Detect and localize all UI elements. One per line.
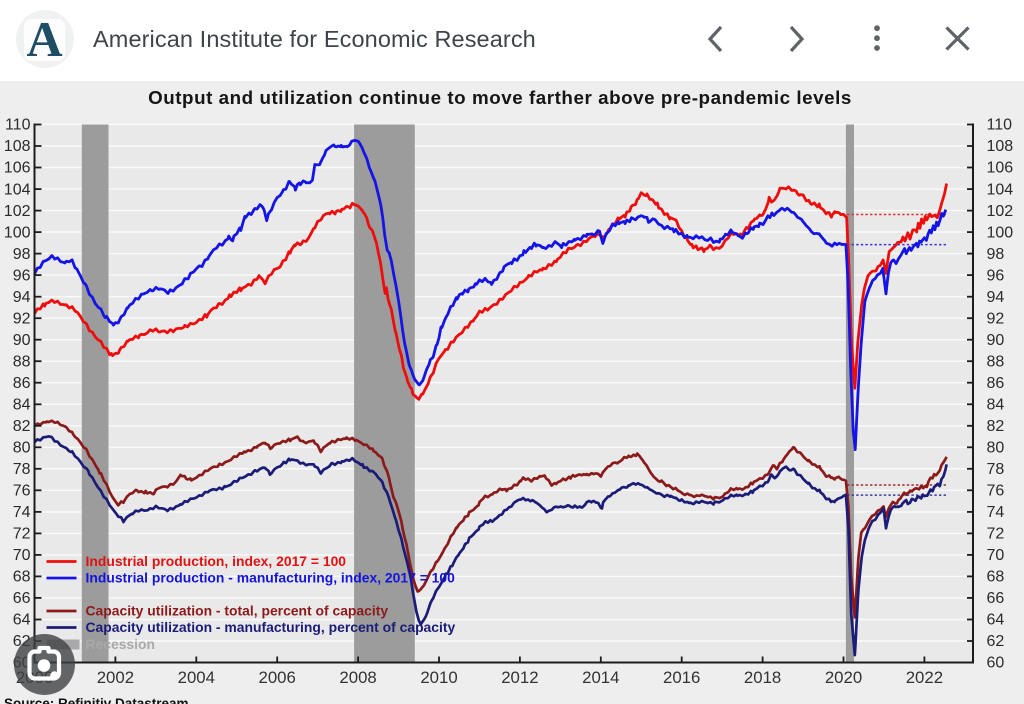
svg-text:108: 108 xyxy=(4,138,31,155)
svg-text:Capacity utilization - manufac: Capacity utilization - manufacturing, pe… xyxy=(86,619,456,635)
svg-text:74: 74 xyxy=(987,504,1005,521)
svg-text:Recession: Recession xyxy=(86,636,156,652)
svg-text:102: 102 xyxy=(987,203,1014,220)
svg-text:96: 96 xyxy=(13,267,31,284)
svg-text:94: 94 xyxy=(13,289,31,306)
svg-text:86: 86 xyxy=(987,375,1005,392)
svg-text:72: 72 xyxy=(13,526,31,543)
svg-text:72: 72 xyxy=(987,526,1005,543)
svg-text:92: 92 xyxy=(13,310,31,327)
svg-text:110: 110 xyxy=(987,117,1013,134)
svg-text:2016: 2016 xyxy=(663,668,700,687)
svg-text:70: 70 xyxy=(987,547,1005,564)
svg-text:Industrial production - manufa: Industrial production - manufacturing, i… xyxy=(86,570,456,586)
svg-text:80: 80 xyxy=(987,440,1005,457)
svg-text:104: 104 xyxy=(987,181,1014,198)
svg-text:64: 64 xyxy=(987,612,1005,629)
svg-text:2020: 2020 xyxy=(825,668,862,687)
svg-text:84: 84 xyxy=(13,397,31,414)
svg-text:2006: 2006 xyxy=(259,668,296,687)
svg-text:100: 100 xyxy=(4,224,31,241)
svg-text:78: 78 xyxy=(987,461,1005,478)
svg-text:106: 106 xyxy=(987,160,1014,177)
svg-text:110: 110 xyxy=(5,117,31,134)
svg-text:102: 102 xyxy=(4,203,31,220)
svg-text:98: 98 xyxy=(13,246,31,263)
svg-text:66: 66 xyxy=(13,590,31,607)
svg-text:68: 68 xyxy=(987,569,1005,586)
svg-text:74: 74 xyxy=(13,504,31,521)
svg-text:106: 106 xyxy=(4,160,31,177)
svg-text:86: 86 xyxy=(13,375,31,392)
svg-text:76: 76 xyxy=(987,483,1005,500)
svg-text:80: 80 xyxy=(13,440,31,457)
svg-text:94: 94 xyxy=(987,289,1005,306)
svg-text:2010: 2010 xyxy=(420,668,457,687)
svg-text:100: 100 xyxy=(987,224,1014,241)
svg-text:2008: 2008 xyxy=(339,668,376,687)
svg-text:60: 60 xyxy=(987,655,1005,672)
svg-text:2014: 2014 xyxy=(582,668,619,687)
svg-text:66: 66 xyxy=(987,590,1005,607)
svg-text:Capacity utilization - total,: Capacity utilization - total, percent of… xyxy=(86,603,389,619)
svg-text:90: 90 xyxy=(987,332,1005,349)
svg-text:78: 78 xyxy=(13,461,31,478)
svg-text:Source: Refinitiv Datastream: Source: Refinitiv Datastream xyxy=(4,696,189,704)
svg-text:2018: 2018 xyxy=(744,668,781,687)
svg-text:82: 82 xyxy=(987,418,1005,435)
svg-text:2022: 2022 xyxy=(906,668,943,687)
svg-text:76: 76 xyxy=(13,483,31,500)
svg-text:84: 84 xyxy=(987,397,1005,414)
svg-text:88: 88 xyxy=(987,353,1005,370)
svg-text:62: 62 xyxy=(987,633,1005,650)
svg-text:Industrial production, index,: Industrial production, index, 2017 = 100 xyxy=(86,553,347,569)
svg-text:2004: 2004 xyxy=(178,668,215,687)
svg-text:2002: 2002 xyxy=(97,668,134,687)
svg-text:104: 104 xyxy=(4,181,31,198)
svg-text:64: 64 xyxy=(13,612,31,629)
svg-text:90: 90 xyxy=(13,332,31,349)
svg-text:2012: 2012 xyxy=(501,668,538,687)
svg-text:82: 82 xyxy=(13,418,31,435)
svg-text:70: 70 xyxy=(13,547,31,564)
svg-text:68: 68 xyxy=(13,569,31,586)
svg-text:108: 108 xyxy=(987,138,1014,155)
svg-text:88: 88 xyxy=(13,353,31,370)
svg-text:92: 92 xyxy=(987,310,1005,327)
svg-text:98: 98 xyxy=(987,246,1005,263)
svg-text:96: 96 xyxy=(987,267,1005,284)
